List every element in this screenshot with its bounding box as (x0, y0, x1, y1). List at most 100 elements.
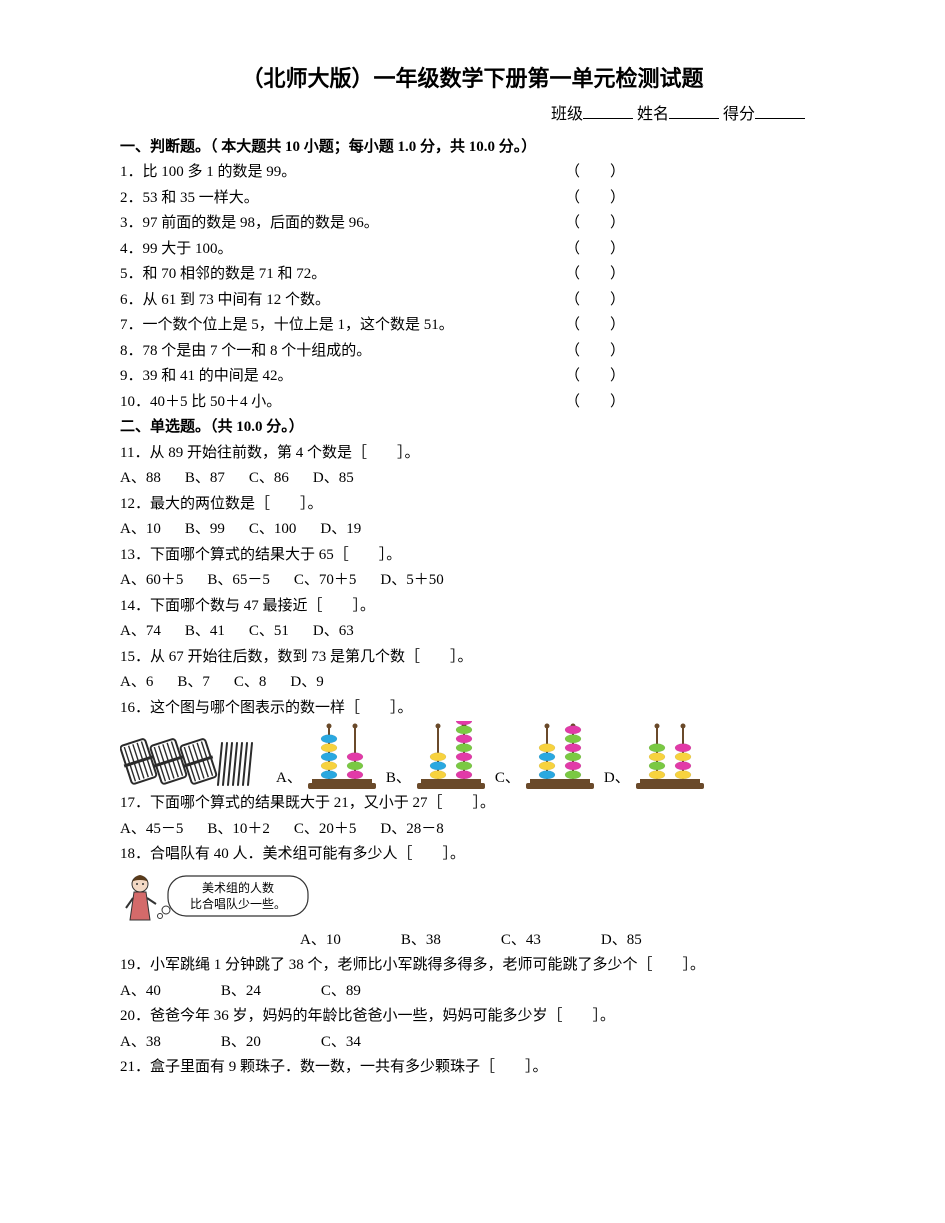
option[interactable]: A、60＋5 (120, 568, 183, 594)
option[interactable]: C、86 (249, 466, 289, 492)
option[interactable]: C、20＋5 (294, 817, 357, 843)
option[interactable]: D、9 (290, 670, 323, 696)
svg-text:美术组的人数: 美术组的人数 (202, 880, 274, 895)
tf-text: 2．53 和 35 一样大。 (120, 186, 259, 212)
tf-paren[interactable]: （ ） (565, 237, 825, 263)
option[interactable]: B、10＋2 (207, 817, 270, 843)
option[interactable]: A、88 (120, 466, 161, 492)
option[interactable]: D、85 (313, 466, 354, 492)
name-blank[interactable] (669, 102, 719, 119)
abacus-d-icon (632, 721, 708, 791)
q16-images: A、 B、 C、 D、 (120, 721, 825, 791)
tf-item: 1．比 100 多 1 的数是 99。 （ ） (120, 160, 825, 186)
abacus-b-icon (413, 721, 489, 791)
tf-item: 4．99 大于 100。 （ ） (120, 237, 825, 263)
tf-paren[interactable]: （ ） (565, 186, 825, 212)
page-title: （北师大版）一年级数学下册第一单元检测试题 (120, 60, 825, 97)
option[interactable]: A、38 (120, 1030, 161, 1056)
tf-text: 4．99 大于 100。 (120, 237, 233, 263)
q18-options: A、10 B、38 C、43 D、85 (120, 928, 825, 954)
option[interactable]: C、43 (501, 928, 541, 954)
option[interactable]: C、8 (234, 670, 267, 696)
section2-head: 二、单选题。（共 10.0 分。） (120, 415, 825, 441)
score-label: 得分 (723, 106, 755, 123)
q18-stem: 18．合唱队有 40 人．美术组可能有多少人［ ］。 (120, 842, 825, 868)
true-false-list: 1．比 100 多 1 的数是 99。（ ）2．53 和 35 一样大。（ ）3… (120, 160, 825, 415)
tf-item: 7．一个数个位上是 5，十位上是 1，这个数是 51。 （ ） (120, 313, 825, 339)
class-label: 班级 (551, 106, 583, 123)
q12-stem: 12．最大的两位数是［ ］。 (120, 492, 825, 518)
section1-head: 一、判断题。（ 本大题共 10 小题；每小题 1.0 分，共 10.0 分。） (120, 135, 825, 161)
tf-item: 9．39 和 41 的中间是 42。（ ） (120, 364, 825, 390)
svg-text:比合唱队少一些。: 比合唱队少一些。 (190, 896, 286, 911)
option[interactable]: B、20 (221, 1030, 261, 1056)
tf-item: 2．53 和 35 一样大。 （ ） (120, 186, 825, 212)
option[interactable]: A、10 (300, 928, 341, 954)
q12-options: A、10 B、99 C、100 D、19 (120, 517, 825, 543)
option[interactable]: B、87 (185, 466, 225, 492)
option[interactable]: B、24 (221, 979, 261, 1005)
tf-item: 3．97 前面的数是 98，后面的数是 96。 （ ） (120, 211, 825, 237)
option[interactable]: A、6 (120, 670, 153, 696)
q16-label-b: B、 (386, 766, 411, 792)
tf-text: 1．比 100 多 1 的数是 99。 (120, 160, 296, 186)
option[interactable]: C、51 (249, 619, 289, 645)
option[interactable]: C、70＋5 (294, 568, 357, 594)
option[interactable]: A、40 (120, 979, 161, 1005)
option[interactable]: D、85 (601, 928, 642, 954)
tf-text: 7．一个数个位上是 5，十位上是 1，这个数是 51。 (120, 313, 454, 339)
tf-item: 6．从 61 到 73 中间有 12 个数。 （ ） (120, 288, 825, 314)
q15-stem: 15．从 67 开始往后数，数到 73 是第几个数［ ］。 (120, 645, 825, 671)
option[interactable]: B、7 (177, 670, 210, 696)
tf-text: 6．从 61 到 73 中间有 12 个数。 (120, 288, 330, 314)
abacus-a-icon (304, 721, 380, 791)
option[interactable]: C、34 (321, 1030, 361, 1056)
tf-paren[interactable]: （ ） (565, 339, 825, 365)
tf-paren[interactable]: （ ） (565, 160, 825, 186)
option[interactable]: D、5＋50 (380, 568, 443, 594)
option[interactable]: B、41 (185, 619, 225, 645)
q11-options: A、88 B、87 C、86 D、85 (120, 466, 825, 492)
girl-speech-icon: 美术组的人数比合唱队少一些。 (120, 868, 340, 928)
score-blank[interactable] (755, 102, 805, 119)
tf-paren[interactable]: （ ） (565, 262, 825, 288)
tf-paren[interactable]: （ ） (565, 390, 825, 416)
q13-stem: 13．下面哪个算式的结果大于 65［ ］。 (120, 543, 825, 569)
option[interactable]: A、45－5 (120, 817, 183, 843)
q16-label-a: A、 (276, 766, 302, 792)
option[interactable]: D、19 (320, 517, 361, 543)
option[interactable]: A、74 (120, 619, 161, 645)
option[interactable]: B、65－5 (207, 568, 270, 594)
option[interactable]: A、10 (120, 517, 161, 543)
info-line: 班级 姓名 得分 (120, 101, 825, 128)
class-blank[interactable] (583, 102, 633, 119)
tf-text: 5．和 70 相邻的数是 71 和 72。 (120, 262, 326, 288)
tf-text: 10．40＋5 比 50＋4 小。 (120, 390, 281, 416)
option[interactable]: D、63 (313, 619, 354, 645)
tf-item: 10．40＋5 比 50＋4 小。 （ ） (120, 390, 825, 416)
q14-options: A、74 B、41 C、51 D、63 (120, 619, 825, 645)
name-label: 姓名 (637, 106, 669, 123)
q20-stem: 20．爸爸今年 36 岁，妈妈的年龄比爸爸小一些，妈妈可能多少岁［ ］。 (120, 1004, 825, 1030)
tf-paren[interactable]: （ ） (565, 313, 825, 339)
counting-sticks-icon (120, 735, 270, 791)
option[interactable]: B、99 (185, 517, 225, 543)
option[interactable]: C、100 (249, 517, 297, 543)
q15-options: A、6 B、7 C、8 D、9 (120, 670, 825, 696)
tf-paren[interactable]: （ ） (565, 364, 825, 390)
tf-text: 3．97 前面的数是 98，后面的数是 96。 (120, 211, 379, 237)
q16-stem: 16．这个图与哪个图表示的数一样［ ］。 (120, 696, 825, 722)
q14-stem: 14．下面哪个数与 47 最接近［ ］。 (120, 594, 825, 620)
tf-paren[interactable]: （ ） (565, 288, 825, 314)
q16-label-c: C、 (495, 766, 520, 792)
q11-stem: 11．从 89 开始往前数，第 4 个数是［ ］。 (120, 441, 825, 467)
tf-item: 5．和 70 相邻的数是 71 和 72。 （ ） (120, 262, 825, 288)
tf-text: 8．78 个是由 7 个一和 8 个十组成的。 (120, 339, 371, 365)
option[interactable]: B、38 (401, 928, 441, 954)
q19-stem: 19．小军跳绳 1 分钟跳了 38 个，老师比小军跳得多得多，老师可能跳了多少个… (120, 953, 825, 979)
option[interactable]: C、89 (321, 979, 361, 1005)
tf-paren[interactable]: （ ） (565, 211, 825, 237)
abacus-c-icon (522, 721, 598, 791)
option[interactable]: D、28－8 (380, 817, 443, 843)
q16-label-d: D、 (604, 766, 630, 792)
